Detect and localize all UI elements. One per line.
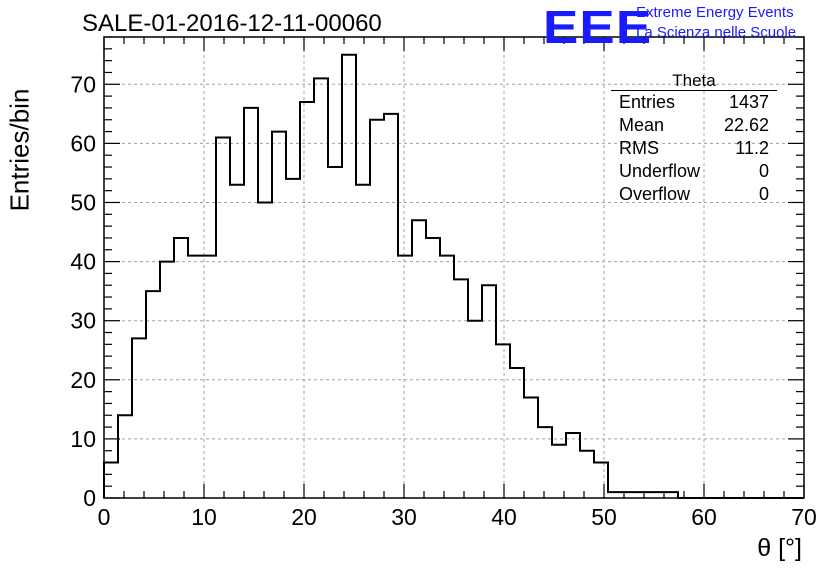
stats-value: 0: [758, 184, 769, 204]
x-tick-label: 40: [491, 504, 517, 530]
stats-row-underflow: Underflow 0: [611, 160, 777, 183]
stats-label: Entries: [619, 92, 676, 112]
logo-line-2: La Scienza nelle Scuole: [636, 24, 797, 41]
y-tick-label: 20: [70, 367, 96, 393]
logo-line-1: Extreme Energy Events: [636, 4, 794, 21]
stats-label: Mean: [619, 115, 665, 135]
stats-label: Overflow: [619, 184, 691, 204]
y-tick-label: 50: [70, 189, 96, 215]
y-tick-label: 70: [70, 71, 96, 97]
stats-value: 0: [758, 161, 769, 181]
x-tick-label: 50: [591, 504, 617, 530]
tick-labels: 0 10 20 30 40 50 60 70 0 10 20 30 40 50 60 70: [70, 71, 816, 530]
x-tick-label: 30: [391, 504, 417, 530]
stats-value: 11.2: [735, 138, 769, 158]
stats-label: Underflow: [619, 161, 701, 181]
stats-title: Theta: [611, 72, 777, 91]
y-tick-label: 10: [70, 426, 96, 452]
y-axis-label-wrap: Entries/bin: [0, 89, 40, 212]
x-tick-label: 10: [191, 504, 217, 530]
x-tick-label: 70: [791, 504, 817, 530]
stats-row-rms: RMS 11.2: [611, 137, 777, 160]
grid-lines: [104, 37, 804, 498]
y-tick-label: 30: [70, 308, 96, 334]
chart-title: SALE-01-2016-12-11-00060: [82, 10, 382, 37]
stats-value: 22.62: [723, 115, 769, 135]
x-tick-label: 60: [691, 504, 717, 530]
eee-logo: EEE: [543, 1, 653, 53]
stats-value: 1437: [728, 92, 769, 112]
y-tick-label: 40: [70, 249, 96, 275]
stats-row-overflow: Overflow 0: [611, 183, 777, 206]
x-axis-label: θ [°]: [757, 534, 802, 562]
stats-label: RMS: [619, 138, 659, 158]
plot-frame: [103, 36, 805, 499]
stats-row-mean: Mean 22.62: [611, 114, 777, 137]
histogram-line: [103, 53, 804, 499]
y-tick-label: 60: [70, 130, 96, 156]
x-tick-label: 20: [291, 504, 317, 530]
stats-box: Theta Entries 1437 Mean 22.62 RMS 11.2 U…: [611, 72, 777, 206]
stats-row-entries: Entries 1437: [611, 91, 777, 114]
x-tick-label: 0: [98, 504, 111, 530]
y-tick-label: 0: [83, 485, 96, 511]
y-axis-label: Entries/bin: [4, 88, 35, 212]
